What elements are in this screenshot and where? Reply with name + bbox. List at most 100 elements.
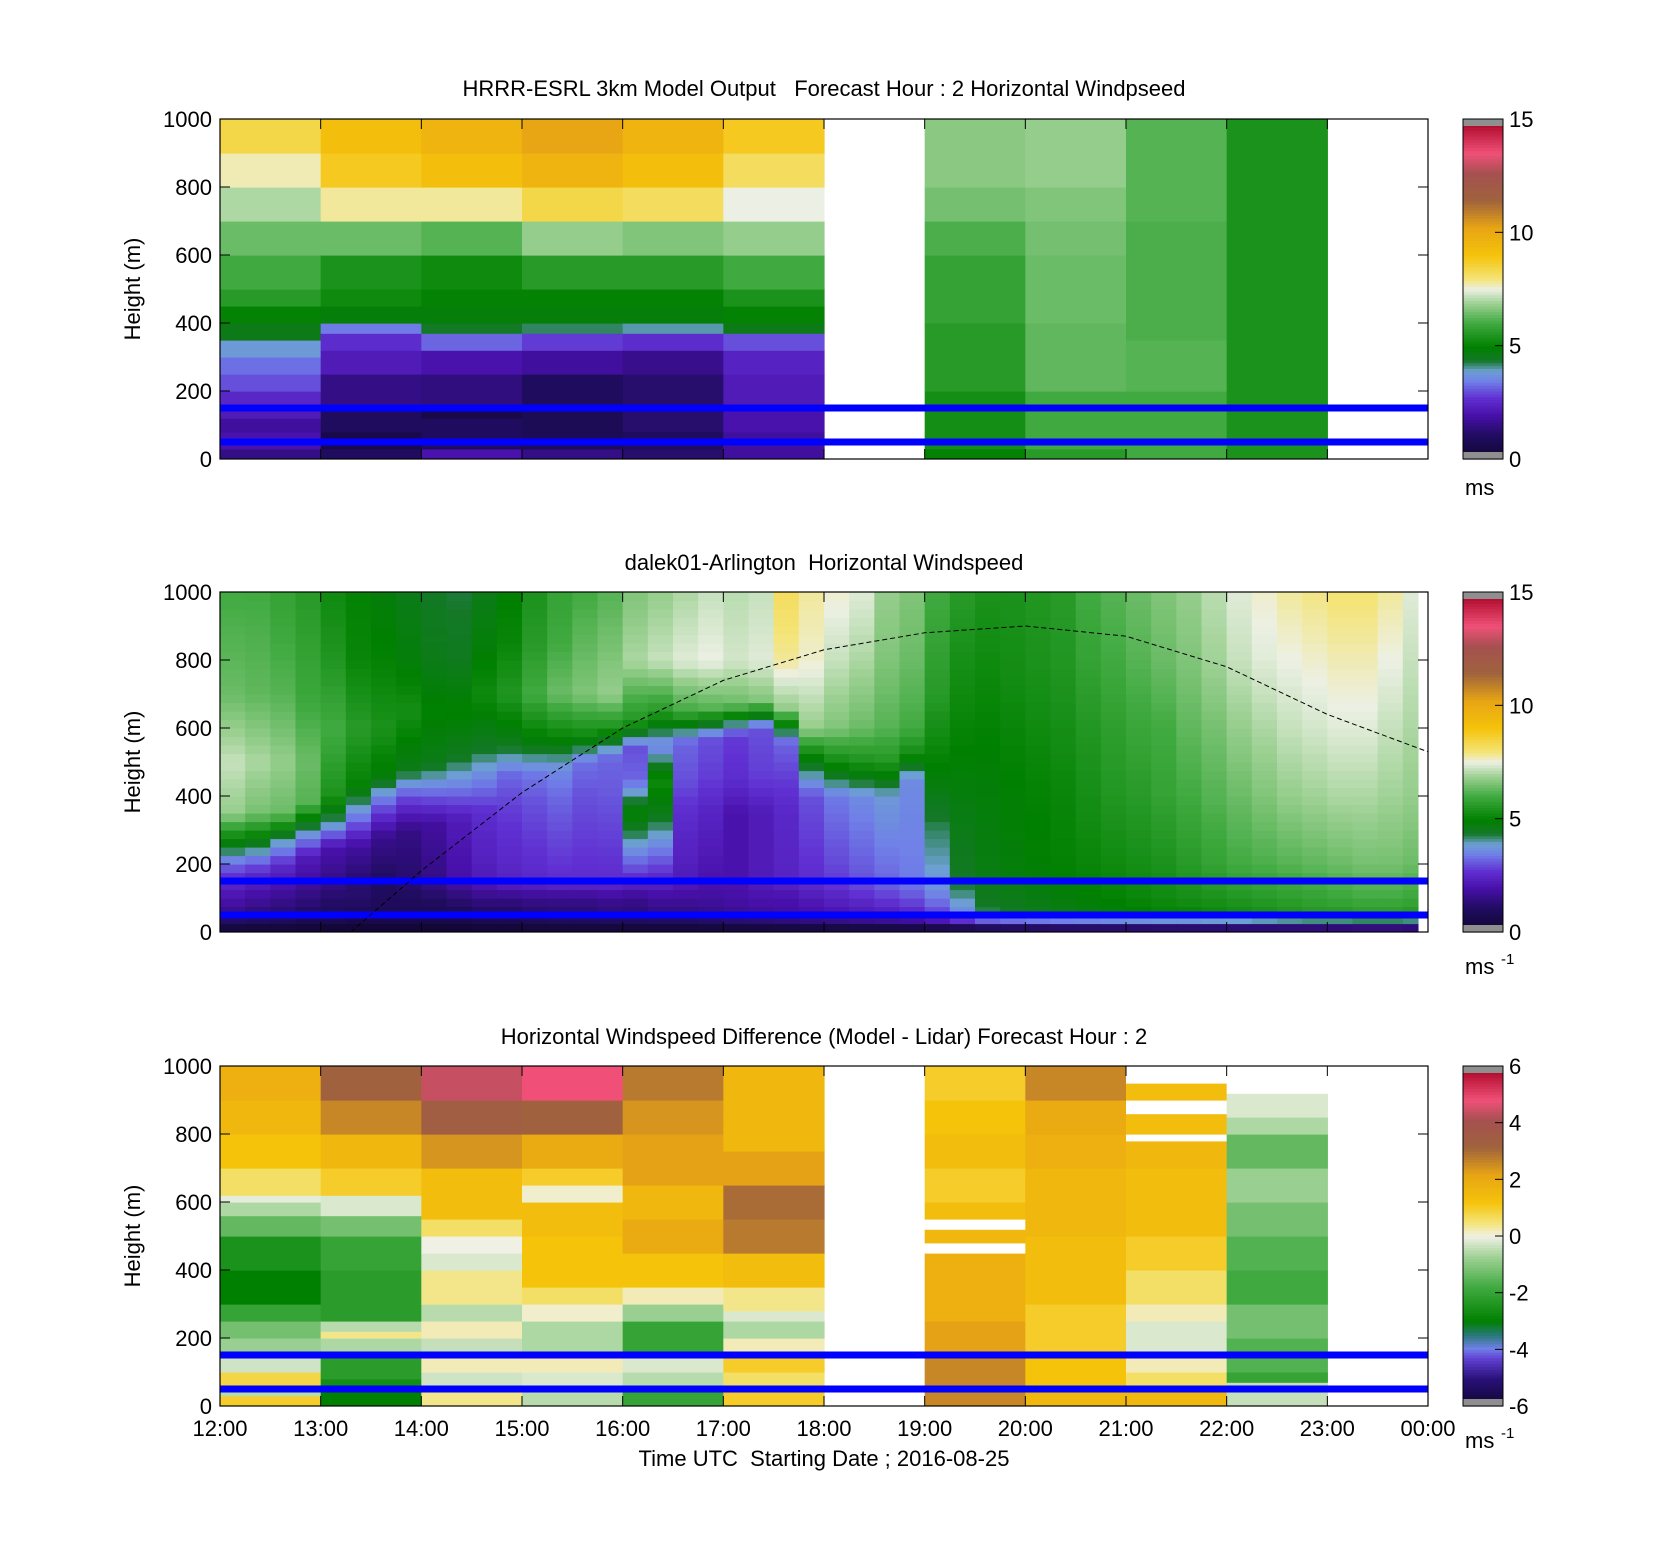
heatmap-cell xyxy=(320,923,347,932)
heatmap-cell xyxy=(220,306,322,324)
heatmap-cell xyxy=(1327,847,1354,857)
y-tick-label: 400 xyxy=(175,311,212,336)
heatmap-cell xyxy=(798,796,825,806)
heatmap-cell xyxy=(1151,779,1177,789)
heatmap-cell xyxy=(773,923,800,932)
heatmap-cell xyxy=(1277,889,1303,899)
heatmap-cell xyxy=(320,153,422,188)
heatmap-cell xyxy=(220,855,246,865)
heatmap-cell xyxy=(421,736,448,746)
heatmap-cell xyxy=(698,592,724,602)
heatmap-cell xyxy=(975,728,1001,738)
heatmap-cell xyxy=(1377,889,1404,899)
heatmap-cell xyxy=(572,770,599,780)
heatmap-cell xyxy=(723,1389,825,1406)
heatmap-cell xyxy=(522,694,548,704)
colorbar-segment xyxy=(1463,240,1503,245)
heatmap-cell xyxy=(295,719,322,729)
heatmap-cell xyxy=(1075,736,1102,746)
heatmap-cell xyxy=(1176,762,1203,772)
colorbar-segment xyxy=(1463,167,1503,171)
heatmap-cell xyxy=(220,745,246,755)
heatmap-cell xyxy=(1327,838,1354,848)
heatmap-cell xyxy=(1025,906,1052,916)
heatmap-cell xyxy=(345,787,372,797)
heatmap-cell xyxy=(949,923,976,932)
heatmap-cell xyxy=(572,711,599,721)
heatmap-cell xyxy=(698,643,724,653)
heatmap-cell xyxy=(1151,745,1177,755)
heatmap-cell xyxy=(1075,847,1102,857)
heatmap-cell xyxy=(723,187,825,222)
heatmap-cell xyxy=(1000,821,1026,831)
heatmap-cell xyxy=(723,1253,825,1288)
heatmap-cell xyxy=(1327,762,1354,772)
colorbar-segment xyxy=(1463,1363,1503,1367)
heatmap-cell xyxy=(1402,881,1419,891)
heatmap-cell xyxy=(874,736,901,746)
heatmap-cell xyxy=(1352,626,1379,636)
heatmap-cell xyxy=(1075,609,1102,619)
heatmap-cell xyxy=(1327,855,1354,865)
heatmap-cell xyxy=(572,728,599,738)
heatmap-cell xyxy=(245,881,271,891)
heatmap-cell xyxy=(798,762,825,772)
heatmap-cell xyxy=(698,864,724,874)
heatmap-cell xyxy=(522,1134,624,1169)
heatmap-cell xyxy=(1277,923,1303,932)
heatmap-cell xyxy=(622,694,649,704)
heatmap-cell xyxy=(345,796,372,806)
heatmap-cell xyxy=(1352,838,1379,848)
heatmap-cell xyxy=(1000,906,1026,916)
heatmap-cell xyxy=(345,592,372,602)
heatmap-cell xyxy=(1126,1134,1228,1142)
heatmap-cell xyxy=(1251,906,1278,916)
heatmap-cell xyxy=(849,694,875,704)
heatmap-cell xyxy=(1075,592,1102,602)
heatmap-cell xyxy=(295,923,322,932)
heatmap-cell xyxy=(245,660,271,670)
y-tick-label: 1000 xyxy=(163,580,212,605)
heatmap-cell xyxy=(673,736,699,746)
heatmap-cell xyxy=(1025,830,1052,840)
heatmap-cell xyxy=(1126,617,1152,627)
heatmap-cell xyxy=(496,736,523,746)
heatmap-cell xyxy=(1302,600,1328,610)
heatmap-cell xyxy=(874,634,901,644)
heatmap-cell xyxy=(874,847,901,857)
heatmap-cell xyxy=(421,813,448,823)
heatmap-cell xyxy=(245,770,271,780)
heatmap-cell xyxy=(345,881,372,891)
heatmap-cell xyxy=(723,1372,825,1390)
heatmap-cell xyxy=(270,592,297,602)
heatmap-cell xyxy=(824,634,850,644)
colorbar-segment xyxy=(1463,849,1503,854)
heatmap-cell xyxy=(1025,821,1052,831)
colorbar-segment xyxy=(1463,634,1503,638)
heatmap-cell xyxy=(1151,677,1177,687)
colorbar-segment xyxy=(1463,172,1503,177)
heatmap-cell xyxy=(1277,660,1303,670)
heatmap-cell xyxy=(773,847,800,857)
heatmap-cell xyxy=(1251,779,1278,789)
heatmap-cell xyxy=(522,821,548,831)
heatmap-cell xyxy=(723,702,750,712)
colorbar-segment xyxy=(1463,668,1503,672)
colorbar-segment xyxy=(1463,1170,1503,1175)
heatmap-cell xyxy=(496,745,523,755)
heatmap-cell xyxy=(345,719,372,729)
heatmap-cell xyxy=(547,736,573,746)
heatmap-cell xyxy=(220,617,246,627)
heatmap-cell xyxy=(673,923,699,932)
colorbar-segment xyxy=(1463,900,1503,905)
heatmap-cell xyxy=(396,694,422,704)
heatmap-cell xyxy=(975,762,1001,772)
heatmap-cell xyxy=(874,719,901,729)
colorbar-segment xyxy=(1463,626,1503,630)
heatmap-cell xyxy=(320,1066,422,1101)
colorbar-segment xyxy=(1463,1360,1503,1365)
panel-lidar-ylabel: Height (m) xyxy=(120,711,145,814)
colorbar-segment xyxy=(1463,1258,1503,1263)
heatmap-cell xyxy=(1000,864,1026,874)
heatmap-cell xyxy=(723,796,750,806)
